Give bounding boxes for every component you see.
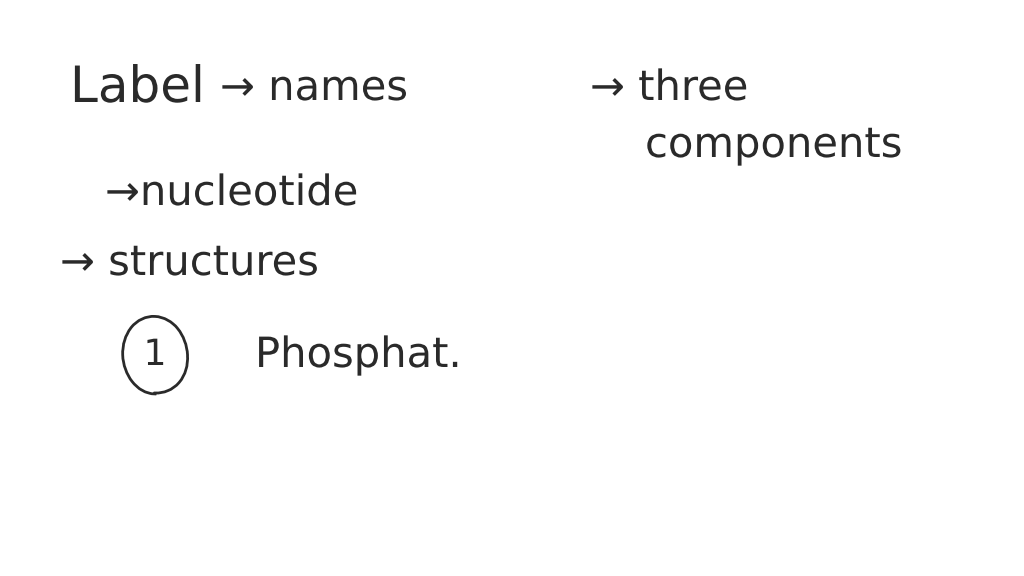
Text: → names: → names xyxy=(220,67,408,109)
Text: 1: 1 xyxy=(143,338,167,372)
Text: Phosphat.: Phosphat. xyxy=(255,334,462,376)
Text: → structures: → structures xyxy=(60,242,319,284)
Text: →nucleotide: →nucleotide xyxy=(105,172,357,214)
Text: → three: → three xyxy=(590,67,749,109)
Text: components: components xyxy=(645,124,902,166)
Text: Label: Label xyxy=(70,64,205,112)
